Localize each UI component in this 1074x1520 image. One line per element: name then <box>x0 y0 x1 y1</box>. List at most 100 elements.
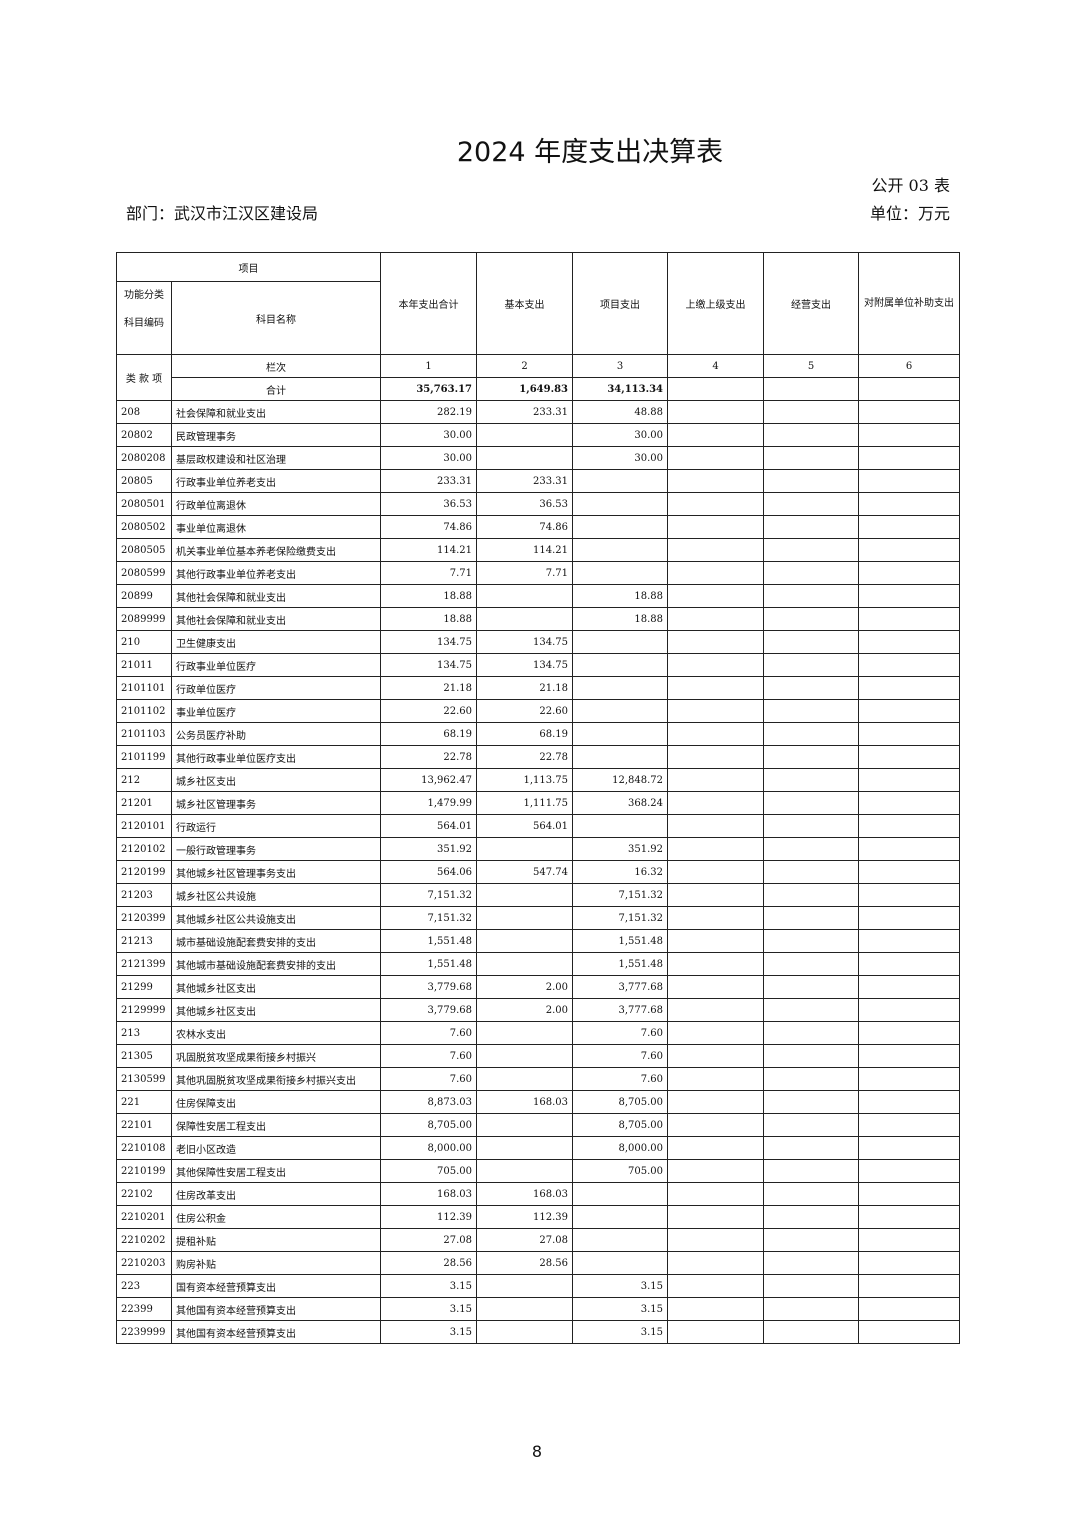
subject-name: 卫生健康支出 <box>171 630 381 654</box>
amount-cell: 2.00 <box>476 998 573 1022</box>
subject-code: 2101103 <box>116 722 172 746</box>
amount-cell <box>858 423 960 447</box>
header-name: 科目名称 <box>171 281 381 355</box>
amount-cell <box>858 630 960 654</box>
amount-cell: 1,551.48 <box>380 952 477 976</box>
amount-cell <box>858 653 960 677</box>
subject-code: 2210203 <box>116 1251 172 1275</box>
amount-cell <box>858 584 960 608</box>
table-row: 2121399 其他城市基础设施配套费安排的支出 1,551.48 1,551.48 <box>116 952 960 976</box>
amount-cell <box>763 1182 859 1206</box>
amount-cell <box>667 515 764 539</box>
subject-name: 国有资本经营预算支出 <box>171 1274 381 1298</box>
amount-cell <box>763 492 859 516</box>
subject-code: 2120101 <box>116 814 172 838</box>
table-row: 2120399 其他城乡社区公共设施支出 7,151.32 7,151.32 <box>116 906 960 930</box>
amount-cell <box>667 630 764 654</box>
amount-cell <box>476 1067 573 1091</box>
amount-cell <box>572 745 668 769</box>
header-code: 功能分类科目编码 <box>116 281 172 355</box>
subject-code: 21203 <box>116 883 172 907</box>
amount-cell <box>667 1044 764 1068</box>
subject-name: 行政单位医疗 <box>171 676 381 700</box>
table-row: 21203 城乡社区公共设施 7,151.32 7,151.32 <box>116 883 960 907</box>
amount-cell: 368.24 <box>572 791 668 815</box>
amount-cell <box>763 1067 859 1091</box>
amount-cell: 7.60 <box>380 1021 477 1045</box>
amount-cell <box>667 1113 764 1137</box>
index-label: 栏次 <box>171 354 381 378</box>
table-row: 2080208 基层政权建设和社区治理 30.00 30.00 <box>116 446 960 470</box>
amount-cell <box>858 837 960 861</box>
amount-cell: 3,777.68 <box>572 975 668 999</box>
subject-code: 2080208 <box>116 446 172 470</box>
amount-cell <box>667 1159 764 1183</box>
amount-cell <box>763 998 859 1022</box>
subject-code: 20805 <box>116 469 172 493</box>
header-row: 功能分类科目编码 科目名称 <box>116 281 960 355</box>
amount-cell <box>858 446 960 470</box>
amount-cell <box>858 1067 960 1091</box>
col-index: 5 <box>763 354 859 378</box>
header-item: 项目 <box>116 252 381 282</box>
subject-name: 城乡社区管理事务 <box>171 791 381 815</box>
amount-cell <box>667 1136 764 1160</box>
table-row: 20802 民政管理事务 30.00 30.00 <box>116 423 960 447</box>
amount-cell: 21.18 <box>476 676 573 700</box>
amount-cell <box>858 699 960 723</box>
amount-cell: 30.00 <box>572 423 668 447</box>
amount-cell <box>476 1021 573 1045</box>
amount-cell <box>763 1251 859 1275</box>
subject-name: 其他行政事业单位医疗支出 <box>171 745 381 769</box>
amount-cell: 168.03 <box>476 1090 573 1114</box>
header-col-1: 本年支出合计 <box>380 252 477 355</box>
subject-code: 212 <box>116 768 172 792</box>
amount-cell <box>572 469 668 493</box>
amount-cell: 7.60 <box>572 1067 668 1091</box>
subject-code: 2210108 <box>116 1136 172 1160</box>
amount-cell <box>763 906 859 930</box>
amount-cell <box>667 1251 764 1275</box>
amount-cell <box>476 1320 573 1344</box>
subject-code: 223 <box>116 1274 172 1298</box>
amount-cell <box>667 860 764 884</box>
amount-cell <box>858 1159 960 1183</box>
subject-name: 其他城乡社区支出 <box>171 975 381 999</box>
subject-name: 其他城市基础设施配套费安排的支出 <box>171 952 381 976</box>
table-row: 2101101 行政单位医疗 21.18 21.18 <box>116 676 960 700</box>
amount-cell: 28.56 <box>380 1251 477 1275</box>
amount-cell: 564.01 <box>380 814 477 838</box>
amount-cell: 1,551.48 <box>380 929 477 953</box>
table-row: 221 住房保障支出 8,873.03 168.03 8,705.00 <box>116 1090 960 1114</box>
table-row: 2239999 其他国有资本经营预算支出 3.15 3.15 <box>116 1320 960 1344</box>
amount-cell <box>858 929 960 953</box>
amount-cell <box>763 768 859 792</box>
amount-cell <box>858 1021 960 1045</box>
table-row: 2080505 机关事业单位基本养老保险缴费支出 114.21 114.21 <box>116 538 960 562</box>
amount-cell <box>763 607 859 631</box>
subject-code: 2210202 <box>116 1228 172 1252</box>
amount-cell <box>667 1228 764 1252</box>
amount-cell <box>572 1182 668 1206</box>
table-row: 21213 城市基础设施配套费安排的支出 1,551.48 1,551.48 <box>116 929 960 953</box>
amount-cell <box>763 400 859 424</box>
subject-code: 2239999 <box>116 1320 172 1344</box>
table-row: 2120199 其他城乡社区管理事务支出 564.06 547.74 16.32 <box>116 860 960 884</box>
amount-cell <box>667 607 764 631</box>
amount-cell <box>667 745 764 769</box>
amount-cell <box>763 814 859 838</box>
table-row: 212 城乡社区支出 13,962.47 1,113.75 12,848.72 <box>116 768 960 792</box>
total-value: 1,649.83 <box>476 377 573 401</box>
amount-cell <box>858 515 960 539</box>
table-row: 213 农林水支出 7.60 7.60 <box>116 1021 960 1045</box>
amount-cell <box>572 1251 668 1275</box>
amount-cell <box>858 538 960 562</box>
amount-cell: 112.39 <box>380 1205 477 1229</box>
amount-cell <box>476 1044 573 1068</box>
subject-name: 老旧小区改造 <box>171 1136 381 1160</box>
total-value: 34,113.34 <box>572 377 668 401</box>
amount-cell: 705.00 <box>572 1159 668 1183</box>
subject-name: 其他国有资本经营预算支出 <box>171 1320 381 1344</box>
amount-cell <box>667 1274 764 1298</box>
table-row: 2130599 其他巩固脱贫攻坚成果衔接乡村振兴支出 7.60 7.60 <box>116 1067 960 1091</box>
